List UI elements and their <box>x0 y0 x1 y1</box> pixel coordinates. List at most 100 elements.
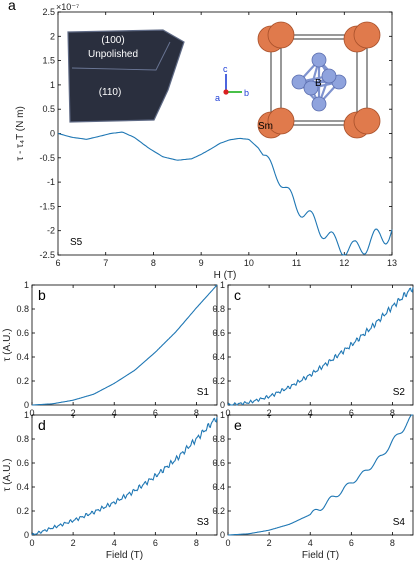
panel-letter: a <box>8 0 16 13</box>
y-tick-label: 0.8 <box>212 304 225 314</box>
panel-e: 0 2 4 6 8 0 0.2 0.4 0.6 0.8 1 Field (T) e S4 <box>212 410 414 561</box>
y-tick-label: 0.8 <box>212 434 225 444</box>
samarium-atom <box>353 21 381 49</box>
y-tick-label: 0 <box>50 129 55 139</box>
y-tick-label: 0.2 <box>212 376 225 386</box>
plot-frame <box>31 284 218 406</box>
panel-letter: b <box>38 287 46 303</box>
atom-label-sm: Sm <box>258 121 273 132</box>
samarium-atom <box>267 21 295 49</box>
y-tick-label: 2.5 <box>42 7 55 17</box>
y-tick-label: 0.6 <box>212 328 225 338</box>
x-tick-label: 4 <box>308 408 313 418</box>
x-axis-label: Field (T) <box>106 550 143 561</box>
x-tick-label: 4 <box>112 408 117 418</box>
panel-letter: c <box>234 287 241 303</box>
y-tick-label: 0 <box>220 400 225 410</box>
boron-atom <box>303 80 319 96</box>
y-tick-label: 0.4 <box>212 482 225 492</box>
x-tick-label: 8 <box>194 408 199 418</box>
y-tick-label: 0.8 <box>16 434 29 444</box>
x-tick-label: 7 <box>103 258 108 268</box>
y-tick-label: 1 <box>24 410 29 420</box>
y-tick-label: 1 <box>50 80 55 90</box>
plot-frame <box>227 414 414 536</box>
y-tick-label: 0.2 <box>16 506 29 516</box>
y-tick-label: -1 <box>47 177 55 187</box>
x-tick-label: 9 <box>199 258 204 268</box>
series-line-b <box>32 284 218 406</box>
y-tick-label: 0.6 <box>16 458 29 468</box>
photo-label-110: (110) <box>99 87 122 98</box>
plot-frame <box>227 284 414 406</box>
panel-letter: e <box>234 417 242 433</box>
boron-atom <box>291 74 307 90</box>
y-tick-label: -1.5 <box>39 201 55 211</box>
x-tick-label: 8 <box>390 538 395 548</box>
y-tick-label: 0.8 <box>16 304 29 314</box>
y-tick-label: 0.5 <box>42 104 55 114</box>
y-tick-label: 0.6 <box>16 328 29 338</box>
y-axis-label: τ (A.U.) <box>2 459 13 492</box>
axis-a-dot <box>223 89 229 95</box>
y-tick-label: -2.5 <box>39 250 55 260</box>
x-tick-label: 6 <box>55 258 60 268</box>
x-tick-label: 13 <box>387 258 397 268</box>
axis-label-c: c <box>223 64 228 74</box>
sample-label: S2 <box>393 387 406 398</box>
y-tick-label: 0.6 <box>212 458 225 468</box>
x-tick-label: 0 <box>29 538 34 548</box>
y-tick-label: -2 <box>47 226 55 236</box>
x-axis-label: Field (T) <box>302 550 339 561</box>
x-tick-label: 12 <box>339 258 349 268</box>
crystal-photo <box>67 29 185 123</box>
sample-label: S5 <box>70 237 83 248</box>
boron-atom <box>311 52 327 68</box>
x-tick-label: 6 <box>153 408 158 418</box>
y-tick-label: 1 <box>24 280 29 290</box>
series-line-d <box>31 417 218 536</box>
x-tick-label: 2 <box>71 538 76 548</box>
x-tick-label: 8 <box>151 258 156 268</box>
y-tick-label: 0.4 <box>16 482 29 492</box>
crystal-structure-inset: B Sm <box>257 21 381 139</box>
x-tick-label: 8 <box>390 408 395 418</box>
y-tick-label: 2 <box>50 31 55 41</box>
x-tick-label: 10 <box>244 258 254 268</box>
y-tick-label: 0.2 <box>212 506 225 516</box>
boron-atom <box>321 68 337 84</box>
sample-label: S3 <box>197 517 210 528</box>
series-line-e <box>228 414 413 536</box>
crystal-photo-inset: (100) Unpolished (110) <box>67 29 185 123</box>
photo-label-unpolished: Unpolished <box>88 49 138 60</box>
y-tick-label: 0 <box>24 530 29 540</box>
samarium-atom <box>267 107 295 135</box>
y-tick-label: 0 <box>220 530 225 540</box>
y-tick-label: 0 <box>24 400 29 410</box>
x-tick-label: 0 <box>29 408 34 418</box>
x-tick-label: 2 <box>267 538 272 548</box>
atom-label-b: B <box>315 78 322 89</box>
y-tick-label: 1 <box>220 280 225 290</box>
axis-label-b: b <box>244 88 249 98</box>
panel-d: 0 2 4 6 8 0 0.2 0.4 0.6 0.8 1 Field (T) τ (A.U.) d S3 <box>2 410 218 561</box>
y-tick-label: -0.5 <box>39 153 55 163</box>
y-tick-label: 0.4 <box>16 352 29 362</box>
series-line-c <box>227 287 414 406</box>
y-tick-label: 1.5 <box>42 56 55 66</box>
photo-label-100: (100) <box>101 35 124 46</box>
x-tick-label: 8 <box>194 538 199 548</box>
y-axis-label: τ (A.U.) <box>2 329 13 362</box>
panel-b: 0 2 4 6 8 0 0.2 0.4 0.6 0.8 1 τ (A.U.) b S1 <box>2 280 218 418</box>
x-tick-label: 11 <box>292 258 301 268</box>
x-tick-label: 4 <box>112 538 117 548</box>
x-tick-label: 0 <box>225 538 230 548</box>
axis-label-a: a <box>215 93 220 103</box>
x-tick-label: 6 <box>349 408 354 418</box>
series-line-a <box>57 131 393 256</box>
y-tick-label: 1 <box>220 410 225 420</box>
x-tick-label: 6 <box>349 538 354 548</box>
sample-label: S4 <box>393 517 406 528</box>
